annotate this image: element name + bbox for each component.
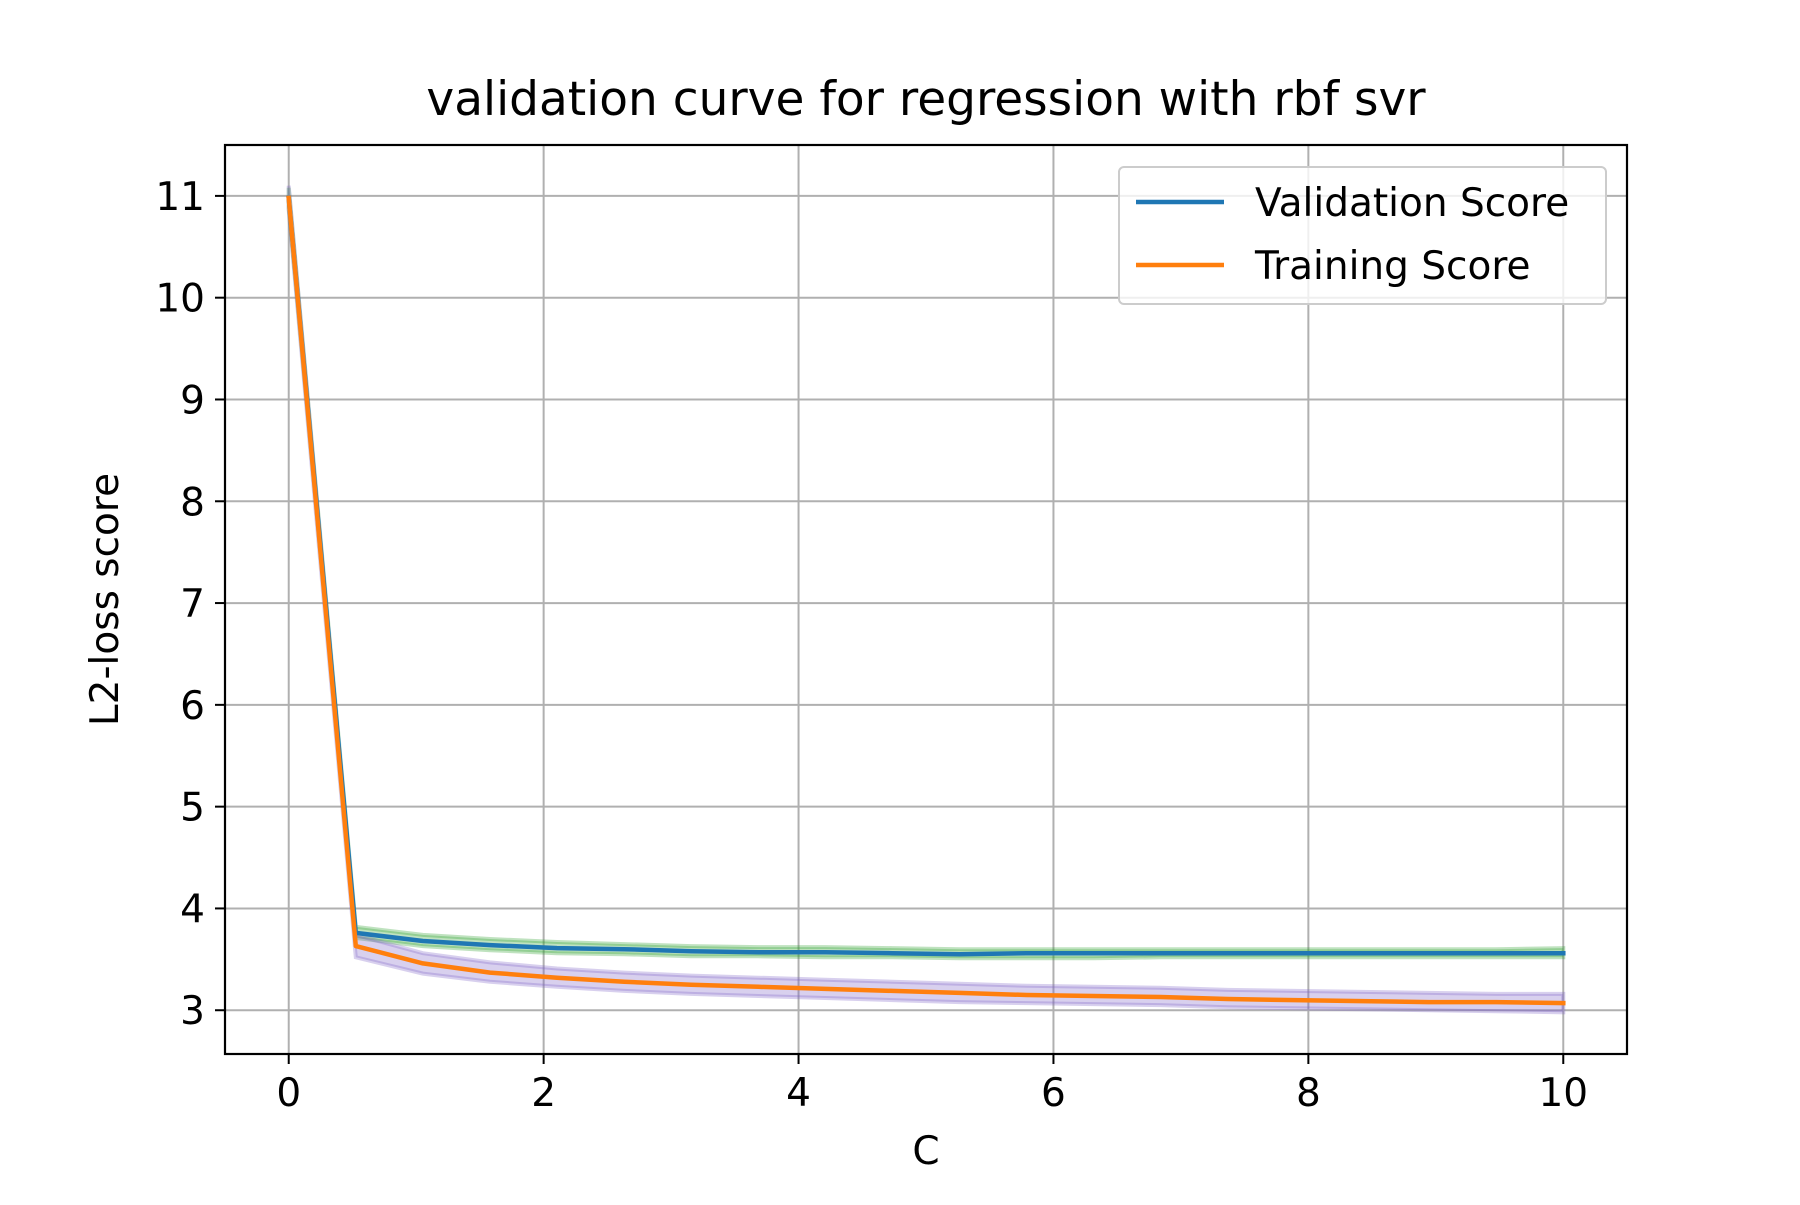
- series-lines: [286, 195, 1566, 1006]
- x-axis-title: C: [912, 1129, 939, 1174]
- chart-title: validation curve for regression with rbf…: [426, 72, 1426, 127]
- y-axis-title: L2-loss score: [83, 473, 128, 726]
- x-tick-label: 6: [1041, 1071, 1066, 1116]
- x-tick-label: 2: [531, 1071, 556, 1116]
- y-tick-label: 6: [180, 684, 205, 729]
- legend-label-training: Training Score: [1254, 244, 1531, 289]
- band-validation: [286, 187, 1566, 961]
- y-tick-label: 4: [180, 887, 205, 932]
- legend: Validation Score Training Score: [1118, 166, 1607, 305]
- y-tick-label: 10: [155, 277, 205, 322]
- legend-box: [1118, 166, 1607, 305]
- ticks: 0 2 4 6 8 10 3 4 5 6 7 8 9 10 11: [155, 175, 1588, 1116]
- plot-frame: [223, 143, 1629, 1056]
- y-tick-label: 8: [180, 480, 205, 525]
- line-validation: [286, 195, 1566, 957]
- legend-label-validation: Validation Score: [1255, 181, 1569, 226]
- y-tick-label: 3: [180, 989, 205, 1034]
- line-training: [286, 195, 1566, 1006]
- band-training: [286, 185, 1566, 1015]
- x-tick-label: 4: [786, 1071, 811, 1116]
- x-tick-label: 8: [1296, 1071, 1321, 1116]
- y-tick-label: 7: [180, 582, 205, 627]
- x-tick-label: 0: [276, 1071, 301, 1116]
- x-tick-label: 10: [1538, 1071, 1588, 1116]
- confidence-bands: [286, 185, 1566, 1015]
- y-tick-label: 9: [180, 378, 205, 423]
- y-tick-label: 11: [155, 175, 205, 220]
- y-tick-label: 5: [180, 786, 205, 831]
